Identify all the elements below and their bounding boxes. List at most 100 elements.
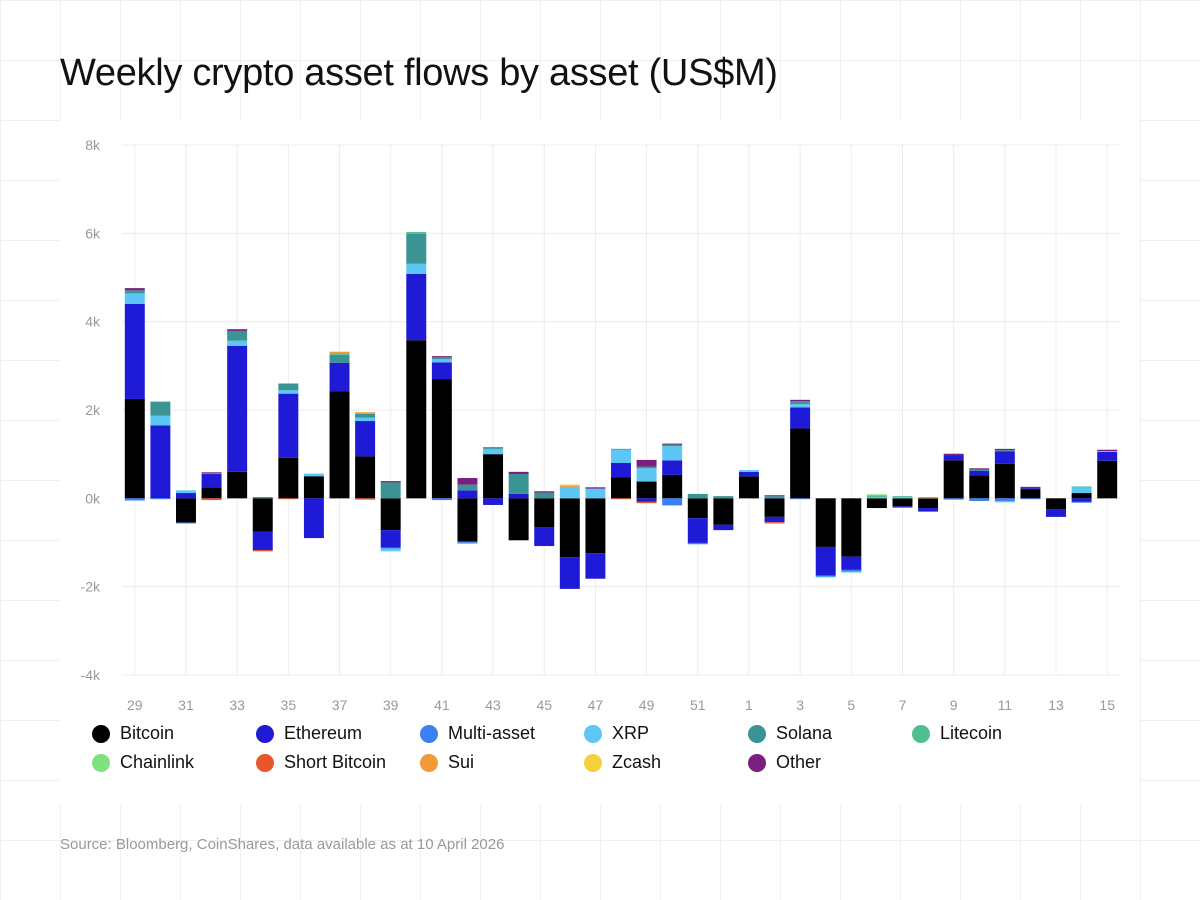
legend-label: XRP (612, 723, 650, 743)
bar-segment (431, 379, 452, 499)
bar-segment (790, 399, 811, 402)
bar-segment (175, 498, 196, 523)
bar-segment (508, 471, 529, 475)
bar-segment (790, 407, 811, 429)
bar-segment (278, 498, 299, 500)
bar-segment (355, 498, 376, 500)
bar-segment (252, 550, 273, 552)
bar-segment (1020, 488, 1041, 490)
x-tick-label: 5 (847, 697, 855, 713)
bar-segment (1046, 498, 1067, 510)
bar-segment (662, 446, 683, 461)
legend-item: Short Bitcoin (256, 752, 386, 773)
legend-item: XRP (584, 723, 649, 744)
legend-label: Zcash (612, 752, 662, 772)
chart-title: Weekly crypto asset flows by asset (US$M… (60, 52, 778, 94)
bar-segment (175, 522, 196, 524)
legend-swatch (92, 753, 110, 772)
bar-segment (1020, 498, 1041, 500)
x-tick-label: 51 (690, 697, 706, 713)
bar-segment (866, 494, 887, 496)
bar-segment (380, 498, 401, 531)
bar-segment (687, 518, 708, 543)
bar-segment (559, 557, 580, 589)
bar-segment (431, 357, 452, 360)
legend-label: Bitcoin (120, 723, 175, 743)
bar-segment (943, 460, 964, 499)
bar-segment (201, 474, 222, 488)
bar-segment (252, 531, 273, 551)
bar-segment (457, 484, 478, 491)
bar-segment (329, 362, 350, 392)
bar-segment (611, 449, 631, 463)
bar-segment (687, 542, 708, 545)
bar-segment (278, 393, 299, 458)
bar-segment (1020, 489, 1041, 499)
legend-swatch (256, 753, 274, 772)
bar-segment (124, 288, 145, 291)
bar-segment (329, 354, 350, 363)
bar-segment (227, 340, 248, 346)
bar-segment (713, 498, 734, 525)
bar-segment (483, 498, 504, 505)
bar-segment (1097, 460, 1118, 499)
legend-label: Ethereum (284, 723, 363, 743)
legend-item: Sui (420, 752, 474, 773)
bar-segment (943, 498, 964, 500)
bar-segment (636, 466, 657, 469)
bar-segment (431, 359, 452, 363)
bar-segment (713, 524, 734, 531)
bar-segment (252, 497, 273, 499)
legend-label: Short Bitcoin (284, 752, 387, 772)
bar-segment (431, 362, 452, 380)
bar-segment (201, 498, 222, 501)
bar-segment (303, 473, 324, 477)
bar-segment (1071, 487, 1092, 494)
bar-segment (815, 546, 836, 576)
x-tick-label: 41 (434, 697, 450, 713)
legend-item: Litecoin (912, 723, 1002, 744)
bar-segment (483, 454, 504, 499)
legend-swatch (420, 724, 438, 743)
bar-segment (636, 501, 657, 504)
bar-segment (124, 498, 145, 501)
bar-segment (892, 496, 913, 498)
y-tick-label: 0k (85, 490, 101, 506)
bar-segment (227, 471, 248, 499)
bar-segment (278, 390, 299, 394)
bar-segment (969, 475, 990, 499)
x-tick-label: 11 (998, 697, 1013, 713)
bar-segment (355, 417, 376, 422)
bar-segment (738, 471, 759, 477)
bar-segment (815, 498, 836, 547)
bar-segment (124, 293, 145, 304)
chart-panel: -4k -2k 0k 2k 4k 6k 8k 29 31 33 35 37 39 41 43 45 47 49 51… (60, 120, 1140, 805)
bar-segment (892, 498, 913, 507)
x-tick-label: 15 (1099, 697, 1115, 713)
bar-segment (175, 493, 196, 499)
legend-item: Solana (748, 723, 832, 744)
y-tick-label: 4k (85, 314, 101, 330)
bar-segment (431, 356, 452, 357)
bar-segment (662, 474, 683, 499)
bar-segment (457, 541, 478, 543)
bar-segment (994, 463, 1015, 499)
x-tick-label: 7 (899, 697, 907, 713)
legend-swatch (420, 753, 438, 772)
x-tick-label: 43 (485, 697, 501, 713)
bar-segment (969, 469, 990, 471)
bar-segment (508, 493, 529, 499)
bar-segment (611, 498, 631, 500)
bar-segment (636, 498, 657, 502)
bar-segment (329, 391, 350, 499)
legend-item: Zcash (584, 752, 661, 773)
bar-segment (918, 508, 939, 512)
bar-segment (559, 498, 580, 558)
bar-segment (790, 401, 811, 405)
bar-segment (406, 232, 427, 234)
bar-segment (1020, 486, 1041, 489)
bar-segment (764, 516, 785, 523)
bar-segment (790, 498, 811, 500)
bar-segment (303, 498, 324, 539)
bar-segment (329, 351, 350, 354)
